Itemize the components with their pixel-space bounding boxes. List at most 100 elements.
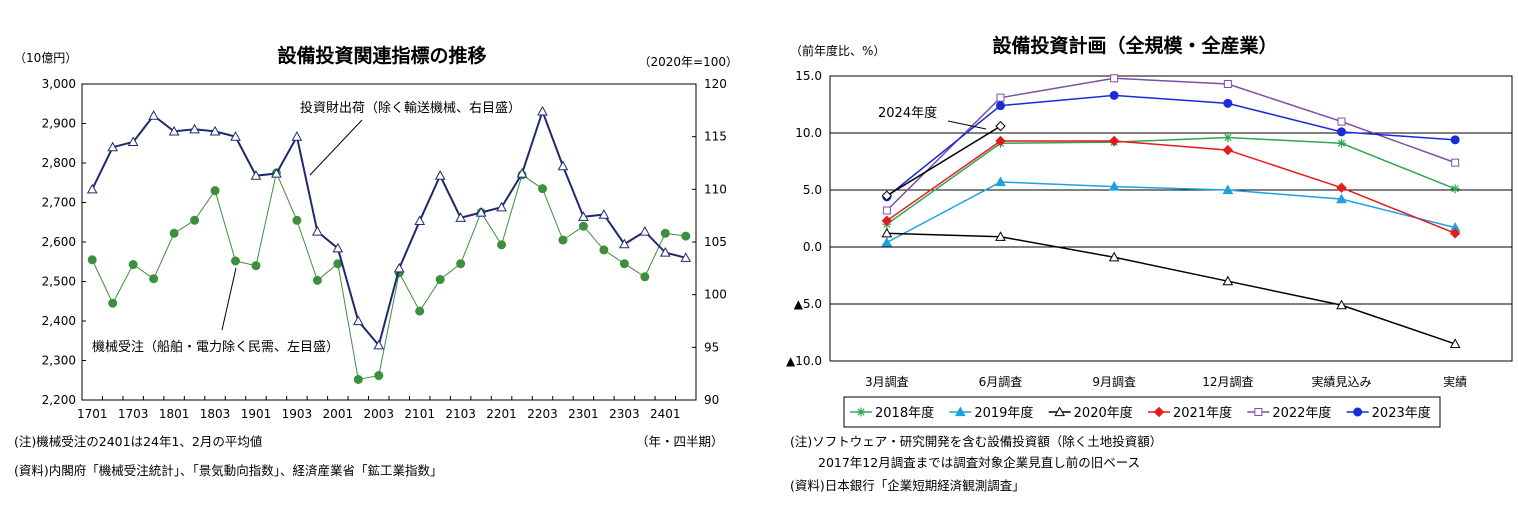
x-tick-label: 1701 xyxy=(77,407,108,421)
legend-label: 2023年度 xyxy=(1372,405,1431,421)
series-2023-point xyxy=(996,101,1005,111)
x-tick-label: 2201 xyxy=(486,407,517,421)
y-tick-label: 10.0 xyxy=(795,126,822,140)
series-2020-point xyxy=(995,231,1006,241)
point-machinery-orders xyxy=(108,298,118,308)
series-2022-point xyxy=(882,206,891,215)
series-2021-point xyxy=(1336,182,1347,193)
legend-label: 2018年度 xyxy=(875,405,934,421)
x-category-label: 実績 xyxy=(1443,374,1467,389)
series-2019-point xyxy=(995,176,1006,187)
series-2022-point xyxy=(1223,79,1232,88)
annotation-2024-arrow xyxy=(947,120,987,130)
right-chart: 設備投資計画（全規模・全産業） （前年度比、%） 15.0 10.0 5.0 0.0 ▲… xyxy=(786,34,1513,428)
series-2019-point xyxy=(1108,181,1120,191)
series-2021-point xyxy=(881,215,893,226)
x-category-label: 6月調査 xyxy=(979,375,1023,389)
series-2020-point xyxy=(1222,275,1234,286)
left-chart: 設備投資関連指標の推移 （10億円） （2020年=100） 2,200 2,30… xyxy=(14,44,738,421)
right-y-tick-label: 90 xyxy=(704,393,719,407)
point-shipments xyxy=(680,252,692,262)
point-machinery-orders xyxy=(578,221,588,231)
point-shipments xyxy=(516,168,528,178)
point-shipments xyxy=(659,247,671,257)
right-source: (資料)日本銀行「企業短期経済観測調査」 xyxy=(790,478,1025,493)
series-2021-point xyxy=(1449,228,1461,239)
left-y-tick-label: 2,500 xyxy=(42,275,76,289)
series-2019-point xyxy=(1336,193,1347,204)
point-shipments xyxy=(496,201,507,212)
left-y-tick-label: 2,900 xyxy=(42,117,76,131)
left-note: (注)機械受注の2401は24年1、2月の平均値 xyxy=(14,434,263,449)
y-tick-label: ▲5.0 xyxy=(794,297,822,311)
point-machinery-orders xyxy=(681,231,691,241)
x-category-label: 12月調査 xyxy=(1202,375,1253,389)
x-axis-caption: （年・四半期） xyxy=(636,434,724,449)
series-2018-point xyxy=(1337,138,1346,148)
x-tick-label: 2001 xyxy=(323,407,354,421)
series-line-shipments xyxy=(91,108,687,348)
point-machinery-orders xyxy=(190,215,200,225)
left-source: (資料)内閣府「機械受注統計」、「景気動向指数」、経済産業省「鉱工業指数」 xyxy=(14,463,443,478)
point-shipments xyxy=(271,168,282,178)
right-y-tick-label: 100 xyxy=(704,288,727,302)
legend-label: 2021年度 xyxy=(1173,405,1232,421)
point-machinery-orders xyxy=(128,260,138,270)
series-2020-point xyxy=(1336,299,1347,310)
point-shipments xyxy=(639,225,651,236)
annotation-shipments-arrow xyxy=(309,119,363,176)
point-machinery-orders xyxy=(374,371,384,381)
point-shipments xyxy=(291,131,303,141)
point-shipments xyxy=(352,315,364,326)
x-tick-label: 2203 xyxy=(527,407,558,421)
annotation-2024: 2024年度 xyxy=(878,105,937,121)
x-tick-label: 1801 xyxy=(159,407,190,421)
series-2019-point xyxy=(1222,184,1234,195)
point-machinery-orders xyxy=(87,255,97,265)
series-2024-point xyxy=(995,120,1006,132)
series-2023-point xyxy=(1223,98,1233,108)
series-2020-point xyxy=(1108,251,1120,262)
x-category-label: 実績見込み xyxy=(1311,374,1371,389)
point-machinery-orders xyxy=(169,228,179,238)
series-2018-point xyxy=(1450,184,1460,194)
point-shipments xyxy=(414,215,426,226)
point-shipments xyxy=(434,170,446,180)
series-2019-line xyxy=(886,181,1456,244)
y-tick-label: 15.0 xyxy=(795,69,822,83)
point-machinery-orders xyxy=(210,186,220,196)
legend-label: 2019年度 xyxy=(974,405,1033,421)
point-shipments xyxy=(127,136,139,147)
point-shipments xyxy=(230,131,241,141)
series-2024-line xyxy=(886,125,1001,197)
point-machinery-orders xyxy=(558,235,568,245)
series-2019-point xyxy=(881,236,893,247)
point-shipments xyxy=(312,225,323,236)
right-y-label: （前年度比、%） xyxy=(790,43,885,58)
series-2021-line xyxy=(886,140,1456,235)
legend-marker xyxy=(1153,406,1165,418)
series-2020-point xyxy=(881,227,893,238)
point-machinery-orders xyxy=(415,306,425,316)
series-2023-point xyxy=(1450,135,1460,145)
right-y-tick-label: 110 xyxy=(704,182,727,196)
x-tick-label: 2301 xyxy=(568,407,599,421)
legend-marker xyxy=(1353,407,1363,417)
x-tick-label: 1901 xyxy=(241,407,272,421)
right-chart-title: 設備投資計画（全規模・全産業） xyxy=(992,34,1277,57)
left-y-tick-label: 2,400 xyxy=(42,314,76,328)
right-note-2: 2017年12月調査までは調査対象企業見直し前の旧ベース xyxy=(818,455,1141,470)
series-2022-point xyxy=(1110,74,1119,83)
left-chart-title: 設備投資関連指標の推移 xyxy=(277,44,486,67)
left-y-tick-label: 3,000 xyxy=(42,77,76,91)
point-machinery-orders xyxy=(353,374,363,384)
x-tick-label: 2303 xyxy=(609,407,640,421)
point-machinery-orders xyxy=(599,245,609,255)
point-machinery-orders xyxy=(231,256,240,266)
point-machinery-orders xyxy=(435,275,445,285)
point-shipments xyxy=(475,206,487,217)
series-2018-point xyxy=(1223,133,1233,143)
point-shipments xyxy=(107,141,119,152)
series-2020-line xyxy=(886,232,1456,345)
x-tick-label: 2003 xyxy=(363,407,394,421)
